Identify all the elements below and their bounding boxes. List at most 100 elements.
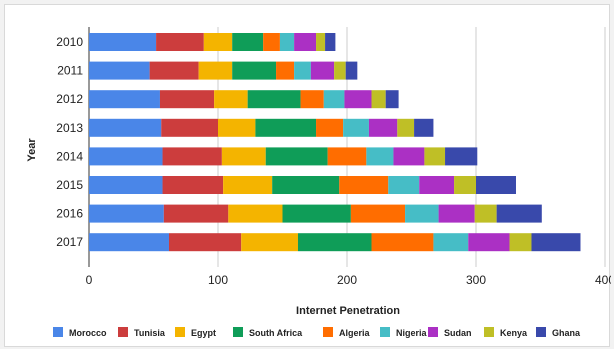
bar-2013-ghana (414, 118, 434, 137)
bar-2017-egypt (241, 233, 298, 252)
bar-2016-kenya (474, 204, 497, 223)
legend-swatch-ghana (536, 327, 546, 337)
bar-2014-sudan (393, 147, 425, 166)
bar-2014-south-africa (265, 147, 328, 166)
bar-2017-algeria (371, 233, 434, 252)
bar-2014-morocco (89, 147, 163, 166)
bar-2015-tunisia (162, 176, 224, 194)
bar-2012-south-africa (247, 90, 301, 109)
legend-label-algeria: Algeria (339, 328, 371, 338)
bar-2013-sudan (368, 118, 398, 137)
y-tick-label-2012: 2012 (56, 92, 83, 106)
bar-2016-egypt (228, 204, 283, 223)
bar-2011-morocco (89, 61, 150, 80)
bar-2012-nigeria (323, 90, 345, 109)
bar-2010-kenya (316, 33, 326, 51)
legend-swatch-nigeria (380, 327, 390, 337)
bar-2011-kenya (334, 61, 346, 80)
bar-2010-egypt (203, 33, 233, 51)
bar-2014-algeria (327, 147, 367, 166)
bar-2013-morocco (89, 118, 162, 137)
bar-2017-sudan (468, 233, 510, 252)
bar-2012-tunisia (159, 90, 215, 109)
legend-swatch-sudan (428, 327, 438, 337)
bar-2014-nigeria (366, 147, 394, 166)
bar-2013-south-africa (255, 118, 317, 137)
bar-2013-tunisia (161, 118, 218, 137)
x-tick-label-300: 300 (466, 273, 486, 287)
bar-2015-algeria (339, 176, 389, 194)
bar-2010-ghana (325, 33, 336, 51)
bar-2016-nigeria (405, 204, 439, 223)
bar-2011-algeria (276, 61, 295, 80)
bar-2015-ghana (476, 176, 516, 194)
legend-swatch-kenya (484, 327, 494, 337)
bar-2010-nigeria (279, 33, 295, 51)
y-axis-title: Year (26, 138, 38, 162)
bar-2016-algeria (350, 204, 406, 223)
bar-2016-south-africa (282, 204, 351, 223)
legend-label-morocco: Morocco (69, 328, 107, 338)
bar-2017-ghana (531, 233, 581, 252)
bar-2010-south-africa (232, 33, 264, 51)
legend-swatch-algeria (323, 327, 333, 337)
stacked-bar-chart: 2010 2011 2012 2013 2014 2015 2016 2017 0 100 200 3… (26, 27, 611, 338)
bar-2010-algeria (263, 33, 280, 51)
x-tick-label-400: 400 (595, 273, 611, 287)
bar-2017-morocco (89, 233, 169, 252)
legend-label-kenya: Kenya (500, 328, 528, 338)
legend-label-tunisia: Tunisia (134, 328, 166, 338)
y-tick-label-2013: 2013 (56, 121, 83, 135)
bar-2014-ghana (445, 147, 478, 166)
bar-2012-egypt (214, 90, 248, 109)
bar-2017-south-africa (297, 233, 372, 252)
x-tick-label-200: 200 (337, 273, 357, 287)
bar-2011-egypt (198, 61, 233, 80)
legend-swatch-egypt (175, 327, 185, 337)
bar-2017-tunisia (168, 233, 242, 252)
bar-2012-ghana (385, 90, 399, 109)
x-tick-label-100: 100 (208, 273, 228, 287)
legend-swatch-morocco (53, 327, 63, 337)
y-tick-label-2017: 2017 (56, 235, 83, 249)
bar-2015-egypt (223, 176, 273, 194)
bar-2016-sudan (438, 204, 475, 223)
y-tick-label-2011: 2011 (57, 64, 83, 78)
bar-2011-nigeria (294, 61, 311, 80)
bar-2014-egypt (221, 147, 266, 166)
y-tick-label-2016: 2016 (56, 207, 83, 221)
bar-2010-sudan (294, 33, 317, 51)
bar-2015-south-africa (272, 176, 340, 194)
bar-2011-south-africa (232, 61, 277, 80)
bar-2013-nigeria (343, 118, 369, 137)
bar-2014-kenya (424, 147, 446, 166)
bar-2015-sudan (419, 176, 455, 194)
chart-card: 2010 2011 2012 2013 2014 2015 2016 2017 0 100 200 3… (4, 4, 611, 347)
bar-2015-nigeria (388, 176, 420, 194)
bar-2015-kenya (454, 176, 476, 194)
legend-swatch-tunisia (118, 327, 128, 337)
bar-2010-morocco (89, 33, 157, 51)
bar-2010-tunisia (156, 33, 204, 51)
bar-2017-kenya (509, 233, 532, 252)
bar-2016-ghana (496, 204, 542, 223)
bar-2015-morocco (89, 176, 163, 194)
x-axis-title: Internet Penetration (296, 305, 400, 317)
bar-2013-kenya (397, 118, 415, 137)
bar-2016-morocco (89, 204, 164, 223)
legend-label-sudan: Sudan (444, 328, 472, 338)
y-tick-label-2014: 2014 (56, 149, 83, 163)
legend-label-south-africa: South Africa (249, 328, 303, 338)
bar-2012-kenya (371, 90, 386, 109)
bar-2011-sudan (310, 61, 335, 80)
legend-label-ghana: Ghana (552, 328, 581, 338)
bar-2016-tunisia (163, 204, 229, 223)
y-tick-label-2010: 2010 (56, 35, 83, 49)
bar-2012-algeria (300, 90, 324, 109)
y-tick-label-2015: 2015 (56, 178, 83, 192)
bar-2012-morocco (89, 90, 160, 109)
legend-label-egypt: Egypt (191, 328, 216, 338)
bar-2017-nigeria (433, 233, 469, 252)
bar-2014-tunisia (162, 147, 222, 166)
legend-swatch-south-africa (233, 327, 243, 337)
